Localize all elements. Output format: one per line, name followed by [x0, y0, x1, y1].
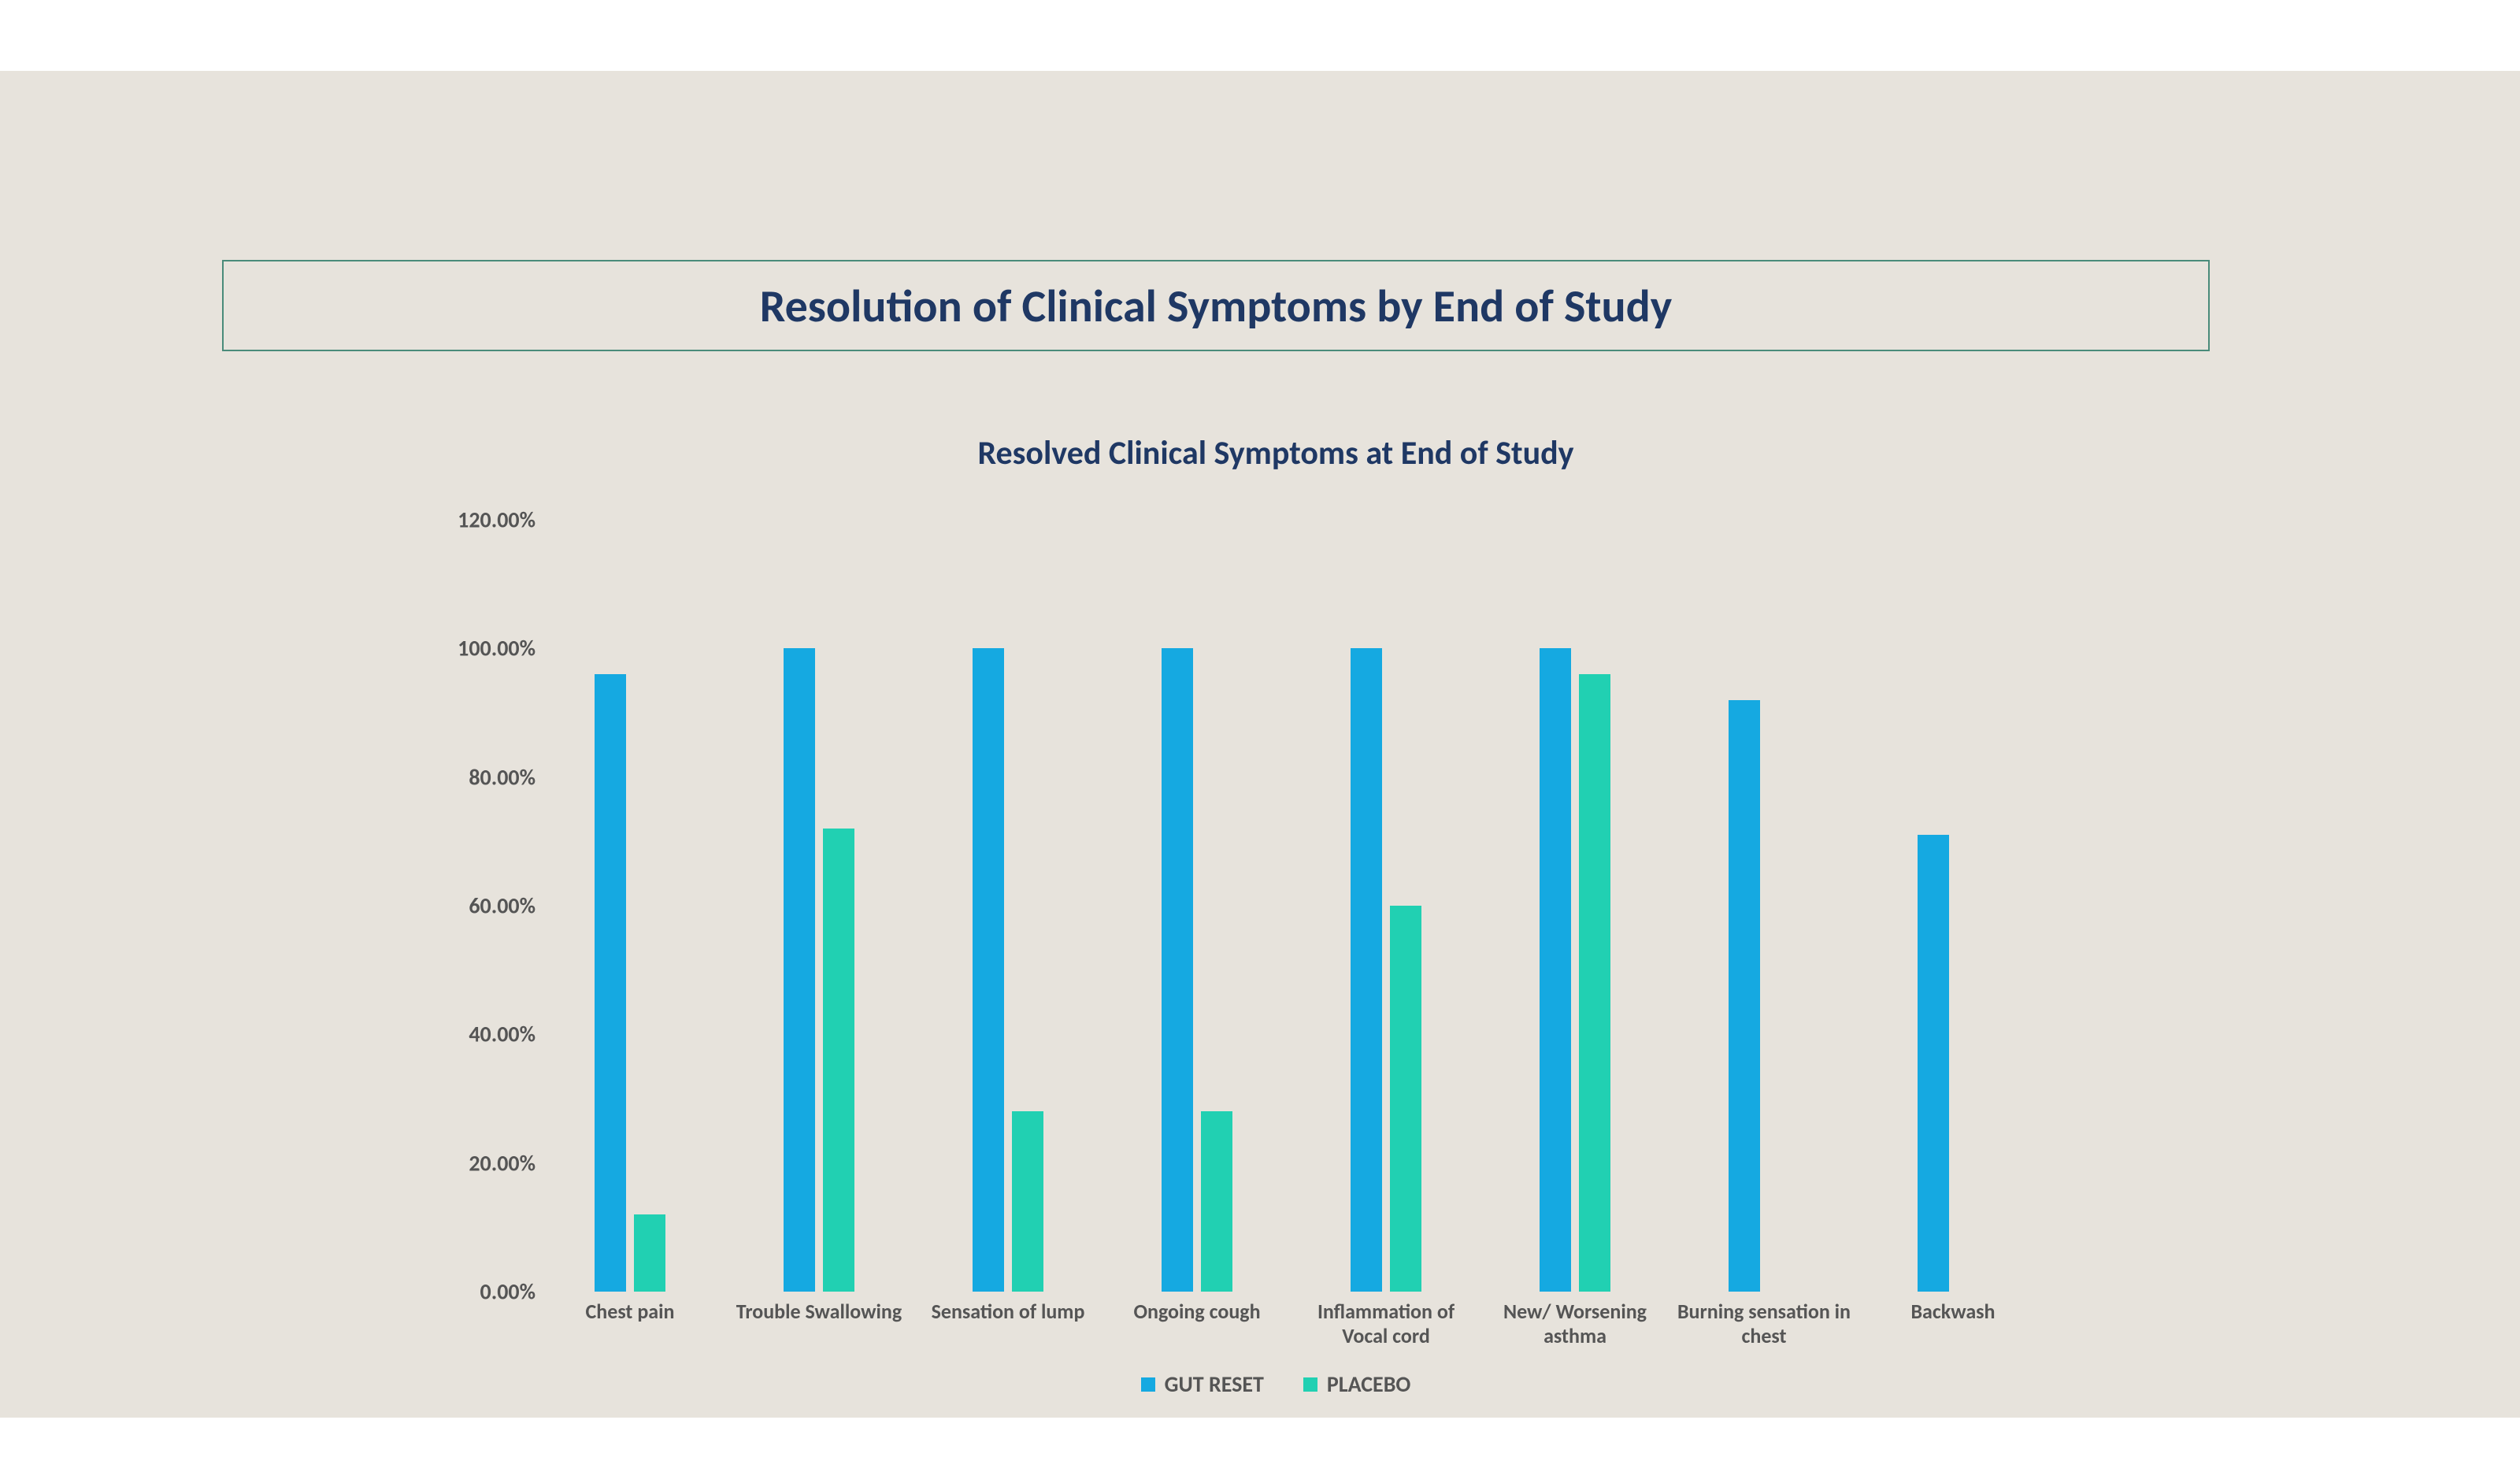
y-tick-label: 40.00%: [410, 1021, 536, 1048]
category-label: Inflammation ofVocal cord: [1292, 1299, 1480, 1348]
bar-gut-reset: [973, 648, 1004, 1292]
bar-placebo: [1579, 674, 1610, 1292]
y-tick-label: 0.00%: [410, 1278, 536, 1306]
bar-placebo: [1012, 1111, 1043, 1292]
y-tick-label: 100.00%: [410, 635, 536, 662]
category-label: Sensation of lump: [914, 1299, 1102, 1324]
bar-placebo: [1390, 906, 1421, 1292]
y-tick-label: 20.00%: [410, 1149, 536, 1177]
bar-gut-reset: [1351, 648, 1382, 1292]
y-tick-label: 80.00%: [410, 763, 536, 791]
category-label: New/ Worseningasthma: [1480, 1299, 1670, 1348]
bar-placebo: [634, 1214, 665, 1292]
title-box: Resolution of Clinical Symptoms by End o…: [222, 260, 2210, 351]
y-tick-label: 120.00%: [410, 506, 536, 534]
chart-plot: 0.00%20.00%40.00%60.00%80.00%100.00%120.…: [551, 520, 2032, 1292]
bar-placebo: [823, 829, 854, 1292]
bar-gut-reset: [1729, 700, 1760, 1292]
legend-label: PLACEBO: [1327, 1370, 1411, 1398]
category-label: Burning sensation inchest: [1670, 1299, 1858, 1348]
chart-title: Resolved Clinical Symptoms at End of Stu…: [410, 433, 2142, 473]
slide-title: Resolution of Clinical Symptoms by End o…: [760, 278, 1672, 334]
category-label: Trouble Swallowing: [724, 1299, 914, 1324]
bar-gut-reset: [1162, 648, 1193, 1292]
bar-gut-reset: [784, 648, 815, 1292]
slide-background: Resolution of Clinical Symptoms by End o…: [0, 71, 2520, 1418]
legend-swatch: [1141, 1377, 1155, 1392]
category-label: Ongoing cough: [1102, 1299, 1292, 1324]
y-tick-label: 60.00%: [410, 892, 536, 920]
legend-label: GUT RESET: [1165, 1370, 1264, 1398]
bar-gut-reset: [1918, 835, 1949, 1292]
chart-area: Resolved Clinical Symptoms at End of Stu…: [410, 433, 2142, 1457]
bar-gut-reset: [1540, 648, 1571, 1292]
bar-placebo: [1201, 1111, 1232, 1292]
category-label: Backwash: [1858, 1299, 2048, 1324]
chart-legend: GUT RESET PLACEBO: [410, 1370, 2142, 1398]
bar-gut-reset: [595, 674, 626, 1292]
legend-item: GUT RESET: [1141, 1370, 1264, 1398]
legend-item: PLACEBO: [1303, 1370, 1411, 1398]
category-label: Chest pain: [536, 1299, 724, 1324]
legend-swatch: [1303, 1377, 1317, 1392]
